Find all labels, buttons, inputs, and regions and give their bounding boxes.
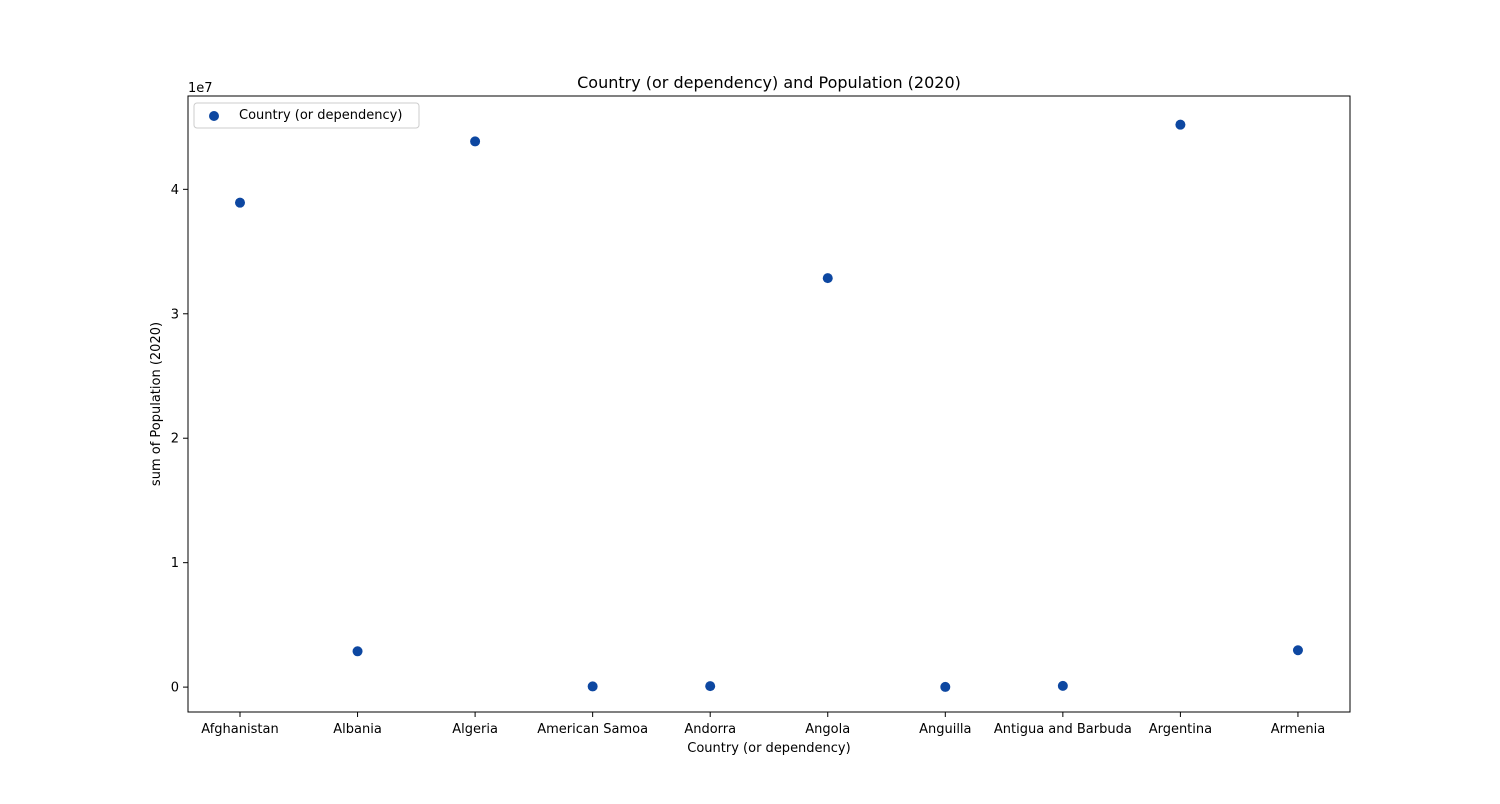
- x-tick-label: American Samoa: [537, 722, 648, 737]
- x-tick-label: Armenia: [1271, 722, 1326, 737]
- legend-label: Country (or dependency): [239, 108, 402, 123]
- data-points: [235, 119, 1303, 692]
- data-point: [235, 197, 245, 208]
- legend-box: [193, 102, 420, 129]
- legend: Country (or dependency): [193, 102, 420, 129]
- y-tick-label: 4: [171, 183, 179, 198]
- x-tick-label: Antigua and Barbuda: [994, 722, 1132, 737]
- x-tick-label: Algeria: [452, 722, 498, 737]
- x-axis-ticks: Afghanistan Albania Algeria American Samoa A…: [201, 712, 1325, 737]
- data-point: [822, 273, 833, 284]
- data-point: [352, 646, 363, 657]
- x-tick-label: Albania: [333, 722, 382, 737]
- data-point: [470, 136, 481, 147]
- y-tick-label: 3: [171, 307, 179, 322]
- data-point: [705, 681, 716, 692]
- x-tick-label: Angola: [805, 722, 850, 737]
- y-tick-label: 1: [171, 556, 179, 571]
- data-point: [1292, 645, 1303, 656]
- x-tick-label: Afghanistan: [201, 722, 278, 737]
- chart-title: Country (or dependency) and Population (…: [577, 73, 961, 92]
- x-tick-label: Andorra: [684, 722, 736, 737]
- y-tick-label: 2: [171, 432, 179, 447]
- data-point: [587, 681, 598, 692]
- y-tick-label: 0: [171, 681, 179, 696]
- x-tick-label: Anguilla: [919, 722, 971, 737]
- data-point: [1057, 680, 1068, 691]
- x-axis-label: Country (or dependency): [687, 741, 850, 756]
- y-axis-ticks: 0 1 2 3 4: [171, 183, 188, 696]
- x-tick-label: Argentina: [1149, 722, 1212, 737]
- y-axis-label: sum of Population (2020): [149, 322, 164, 486]
- legend-marker: [209, 111, 219, 121]
- y-axis-offset-label: 1e7: [188, 81, 213, 96]
- plot-area-frame: [187, 95, 1351, 713]
- data-point: [940, 681, 951, 692]
- data-point: [1175, 119, 1186, 130]
